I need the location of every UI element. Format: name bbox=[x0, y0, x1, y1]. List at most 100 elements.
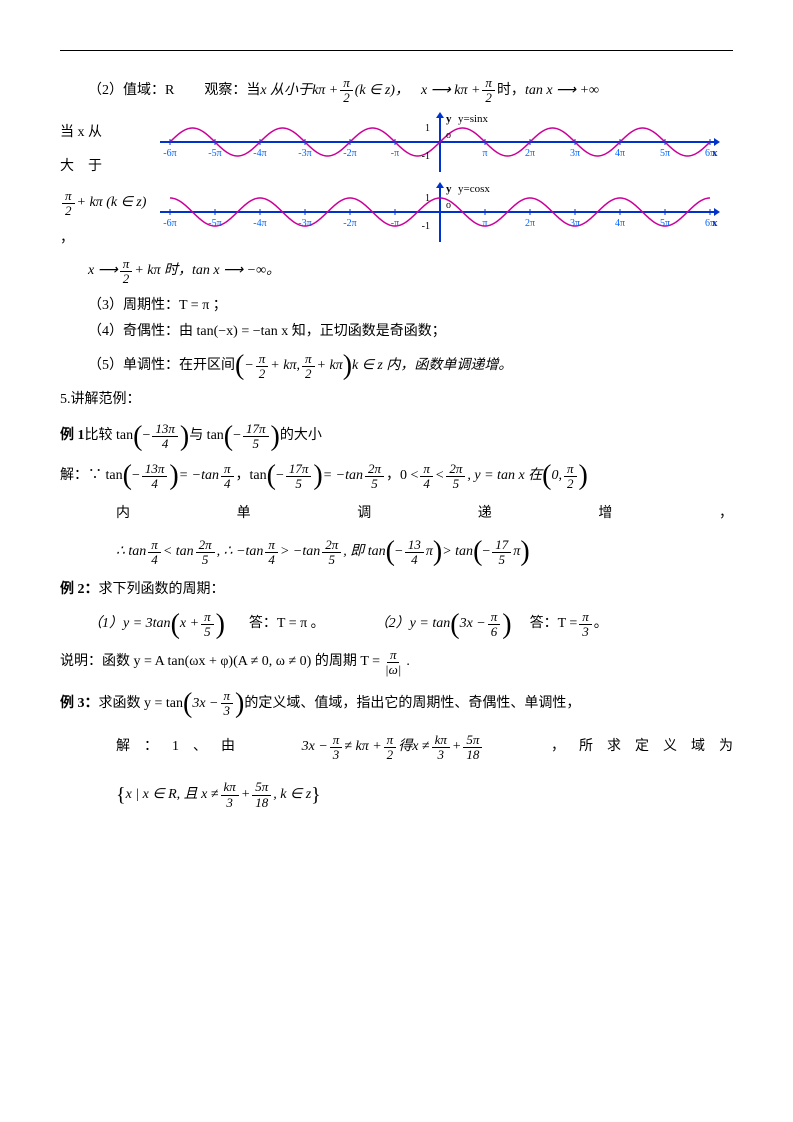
ex2-label: 例 2： bbox=[60, 577, 99, 604]
ex2-2-ansfrac: π3 bbox=[579, 610, 592, 640]
svg-text:3π: 3π bbox=[570, 218, 580, 229]
frac-1: π2 bbox=[340, 76, 353, 106]
ex3s-d: x ≠ bbox=[412, 734, 429, 761]
ex2-1-inner: x + bbox=[180, 611, 199, 638]
tan1: tan x ⟶ +∞ bbox=[525, 78, 599, 105]
ex1-sol-line1: 解：∵ tan (− 13π4 ) = −tan π4 ，tan (− 17π5… bbox=[60, 462, 733, 492]
ex1-label: 例 1 bbox=[60, 423, 85, 450]
top-rule bbox=[60, 50, 733, 51]
ex2-note: 说明：函数 y = A tan(ωx + φ)(A ≠ 0, ω ≠ 0) 的周… bbox=[60, 648, 733, 678]
ex3s-f3: kπ3 bbox=[432, 733, 450, 763]
ex3-set-c: , k ∈ z bbox=[273, 782, 311, 809]
ac-a: x ⟶ bbox=[88, 258, 118, 285]
ex3s-f2: π2 bbox=[384, 733, 397, 763]
svg-text:-6π: -6π bbox=[163, 218, 176, 229]
e1s-tail: , y = tan x 在 bbox=[467, 463, 542, 490]
ex2-1-frac: π5 bbox=[201, 610, 214, 640]
e1l3-b: < tan bbox=[163, 539, 194, 566]
ex2-2a: （2）y = tan bbox=[375, 611, 451, 638]
ex1s-prefix: 解：∵ tan bbox=[60, 463, 123, 490]
ex2-1a: （1）y = 3tan bbox=[88, 611, 171, 638]
spaced-word: 调 bbox=[357, 501, 371, 528]
frac-2: π2 bbox=[482, 76, 495, 106]
e1l3-f4: 2π5 bbox=[322, 538, 341, 568]
ex3-label: 例 3： bbox=[60, 691, 99, 718]
svg-text:y=cosx: y=cosx bbox=[458, 183, 490, 195]
p3: （3）周期性：T = π ； bbox=[60, 293, 733, 320]
e1l3-f6: 175 bbox=[492, 538, 511, 568]
ex2-2-frac: π6 bbox=[488, 610, 501, 640]
spaced-word: 递 bbox=[478, 501, 492, 528]
spaced-word: 单 bbox=[237, 501, 251, 528]
ex2-text: 求下列函数的周期： bbox=[99, 577, 225, 604]
svg-text:-5π: -5π bbox=[208, 148, 221, 159]
p5c: k ∈ z 内，函数单调递增。 bbox=[352, 353, 512, 380]
spaced-word: 解 bbox=[116, 734, 130, 761]
ex3s-a: 3x − bbox=[302, 734, 328, 761]
h5: 5.讲解范例： bbox=[60, 387, 733, 414]
spaced-word: ， bbox=[551, 734, 565, 761]
ex3-inner: 3x − bbox=[192, 691, 218, 718]
svg-text:5π: 5π bbox=[660, 148, 670, 159]
ex3s-e: + bbox=[452, 734, 461, 761]
e1l3-g: > tan bbox=[442, 539, 473, 566]
ex2-2-period: 。 bbox=[594, 611, 608, 638]
range-prefix: （2）值域：R bbox=[88, 78, 174, 105]
e1l3-h: π bbox=[513, 539, 520, 566]
svg-text:x: x bbox=[712, 147, 718, 159]
svg-text:-3π: -3π bbox=[298, 148, 311, 159]
charts-block: -6π-5π-4π-3π-2π-ππ2π3π4π5π6π1-1oyxy=sinx… bbox=[160, 112, 720, 242]
svg-text:4π: 4π bbox=[615, 218, 625, 229]
ex3-set-f1: kπ3 bbox=[221, 780, 239, 810]
svg-text:y: y bbox=[446, 183, 452, 195]
ex3s-b: ≠ kπ + bbox=[344, 734, 381, 761]
ex3-b: 的定义域、值域，指出它的周期性、奇偶性、单调性， bbox=[244, 691, 580, 718]
e1l3-f: π bbox=[426, 539, 433, 566]
spaced-word: 定 bbox=[635, 734, 649, 761]
svg-text:-5π: -5π bbox=[208, 218, 221, 229]
ex3-title: 例 3： 求函数 y = tan ( 3x − π3 ) 的定义域、值域，指出它… bbox=[60, 689, 733, 719]
ex2-note-a: 说明：函数 y = A tan(ωx + φ)(A ≠ 0, ω ≠ 0) 的周… bbox=[60, 649, 380, 676]
p5-f1: π2 bbox=[256, 352, 269, 382]
spaced-word: 为 bbox=[719, 734, 733, 761]
ex3-set-a: x | x ∈ R, 且 x ≠ bbox=[126, 782, 219, 809]
e1s-int-a: 0, bbox=[551, 463, 562, 490]
ex1-a: 比较 tan bbox=[85, 423, 134, 450]
svg-text:y=sinx: y=sinx bbox=[458, 113, 489, 125]
svg-text:-1: -1 bbox=[422, 221, 430, 232]
p4: （4）奇偶性：由 tan(−x) = −tan x 知，正切函数是奇函数； bbox=[60, 319, 733, 346]
svg-text:5π: 5π bbox=[660, 218, 670, 229]
e1l3-c: , ∴ −tan bbox=[217, 539, 264, 566]
arrow1: x ⟶ kπ + bbox=[421, 78, 480, 105]
lb-l1: 当 x 从 bbox=[60, 120, 160, 147]
svg-text:π: π bbox=[482, 148, 487, 159]
after-charts-line: x ⟶ π2 + kπ 时， tan x ⟶ −∞。 bbox=[60, 257, 733, 287]
lb-l2: 大 于 bbox=[60, 154, 160, 181]
ex3s-c: 得 bbox=[398, 734, 412, 761]
svg-text:1: 1 bbox=[425, 123, 430, 134]
p5-lp: ( bbox=[235, 355, 244, 377]
ex1-sol-line2: 内单调递增， bbox=[60, 501, 733, 528]
p5-rp: ) bbox=[343, 355, 352, 377]
svg-text:-π: -π bbox=[391, 218, 399, 229]
e1s-c1: ，tan bbox=[236, 463, 267, 490]
ex3-frac: π3 bbox=[221, 689, 234, 719]
cos-chart: -6π-5π-4π-3π-2π-ππ2π3π4π5π6π1-1oyxy=cosx bbox=[160, 182, 720, 242]
line-range: （2）值域：R 观察：当 x 从小于 kπ + π2 (k ∈ z)， x ⟶ … bbox=[60, 76, 733, 106]
ex3-set-b: + bbox=[241, 782, 250, 809]
obs: 观察：当 bbox=[204, 78, 260, 105]
svg-text:1: 1 bbox=[425, 193, 430, 204]
e1s-f7: π2 bbox=[564, 462, 577, 492]
e1s-c2: ，0 < bbox=[386, 463, 418, 490]
e1s-lt: < bbox=[435, 463, 444, 490]
lb-comma: ， bbox=[60, 226, 160, 253]
x1: x 从小于 bbox=[260, 78, 312, 105]
spaced-word: 义 bbox=[663, 734, 677, 761]
svg-text:π: π bbox=[482, 218, 487, 229]
e1s-f5: π4 bbox=[420, 462, 433, 492]
e1l3-a: ∴ tan bbox=[116, 539, 146, 566]
svg-text:-6π: -6π bbox=[163, 148, 176, 159]
e1l3-f3: π4 bbox=[265, 538, 278, 568]
sin-chart: -6π-5π-4π-3π-2π-ππ2π3π4π5π6π1-1oyxy=sinx bbox=[160, 112, 720, 172]
p5-mid: + kπ, bbox=[270, 353, 300, 380]
